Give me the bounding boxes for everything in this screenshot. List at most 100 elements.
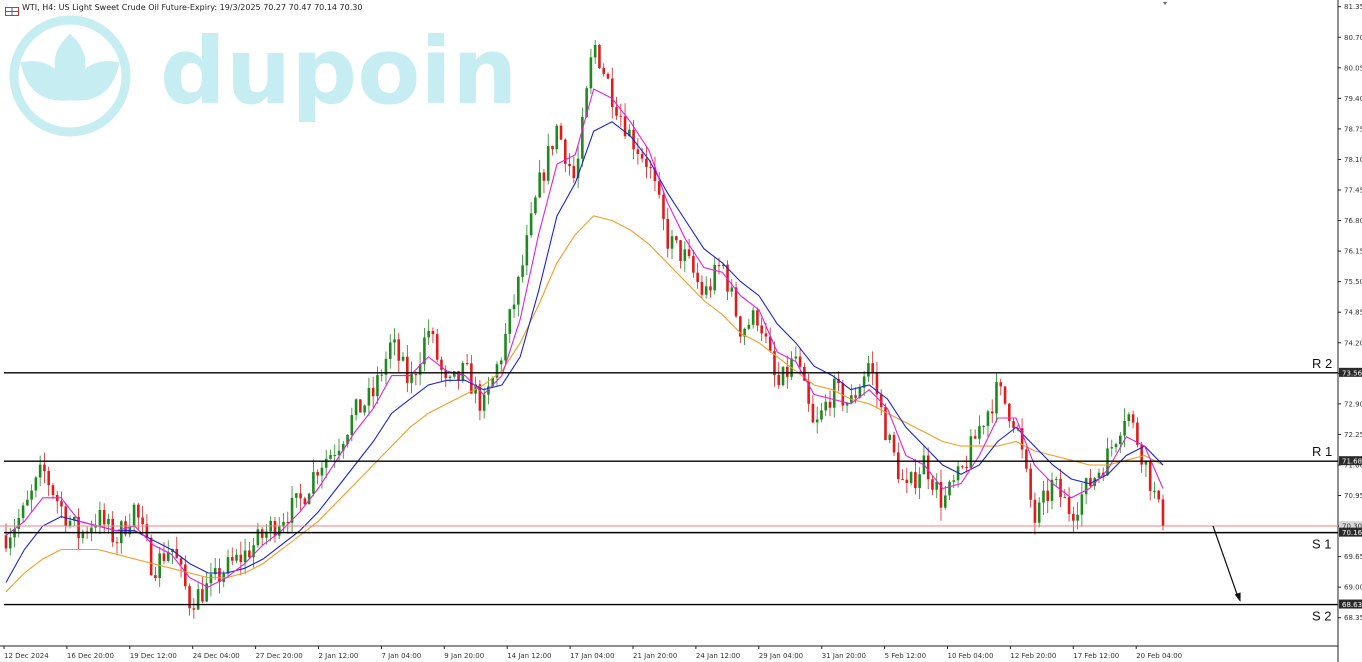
candle-body [423,337,426,365]
candle-body [628,129,631,137]
candle-body [371,387,375,397]
candle-body [764,333,768,337]
y-tick-label: 75.50 [1344,278,1362,286]
candle-body [952,480,956,482]
candle-body [841,383,845,406]
candle-body [508,309,512,334]
candle-body [1131,414,1135,423]
candle-body [961,466,964,468]
y-tick-label: 71.60 [1344,461,1362,469]
level-label: R 1 [1312,444,1332,459]
candle-body [517,276,520,305]
y-tick-label: 74.20 [1344,339,1362,347]
candle-body [1025,449,1028,469]
candle-body [585,88,588,117]
x-tick-label: 19 Dec 12:00 [130,652,177,660]
level-tag: 68.63 [1342,601,1362,609]
y-tick-label: 70.95 [1344,492,1362,500]
x-tick-label: 5 Feb 12:00 [885,652,926,660]
candle-body [696,272,699,282]
candle-body [77,516,80,539]
candle-body [820,410,823,420]
candle-body [333,454,337,456]
candle-body [418,364,422,375]
candle-body [94,525,97,528]
y-tick-label: 69.65 [1344,553,1362,561]
candle-body [26,499,29,506]
candle-body [773,351,776,375]
candle-body [201,589,204,602]
candle-body [346,434,349,444]
level-label: R 2 [1312,356,1332,371]
candle-body [17,517,21,529]
candle-body [576,158,580,179]
candle-body [1076,514,1079,521]
candle-body [657,181,661,195]
candle-body [794,356,798,359]
candle-body [551,146,554,150]
candle-body [1157,490,1161,500]
candle-body [606,73,610,79]
candle-body [286,521,290,523]
candle-body [1153,490,1156,492]
candle-body [875,372,879,395]
y-tick-label: 76.80 [1344,217,1362,225]
y-tick-label: 76.15 [1344,248,1362,256]
candle-body [68,520,72,526]
candle-body [64,506,68,526]
candle-body [444,369,448,379]
candle-body [307,493,311,505]
candle-body [166,552,170,561]
y-tick-label: 72.90 [1344,400,1362,408]
y-tick-label: 74.85 [1344,309,1362,317]
scroll-marker-icon[interactable] [1163,2,1167,5]
candle-body [1050,479,1054,501]
candle-body [256,529,260,546]
candle-body [341,443,345,451]
candle-body [491,377,495,387]
candle-body [1080,494,1084,515]
candles [4,39,1165,619]
candle-body [888,434,892,440]
level-label: S 2 [1312,609,1332,624]
candle-body [948,481,951,496]
candle-body [862,376,866,388]
candle-body [487,386,490,395]
candle-body [1136,422,1139,445]
candle-body [674,236,678,241]
candle-body [640,153,644,159]
candle-body [209,574,213,584]
candle-body [406,356,409,383]
candle-body [563,139,567,164]
candle-body [581,116,584,159]
candle-body [235,554,238,561]
candle-body [743,328,746,337]
instrument-description: US Light Sweet Crude Oil Future-Expiry: … [58,3,261,12]
candle-body [918,474,921,489]
x-tick-label: 12 Feb 20:00 [1010,652,1056,660]
candle-body [265,531,268,538]
candle-body [969,436,973,469]
candle-body [376,375,379,397]
ma-mid-line [5,121,1164,583]
candle-body [662,194,665,219]
candle-body [431,331,435,335]
candle-body [939,481,943,508]
candle-body [295,493,298,498]
candle-body [931,479,934,490]
candle-body [589,57,593,89]
candle-body [337,450,341,455]
candle-body [935,481,939,490]
x-tick-label: 17 Feb 12:00 [1073,652,1119,660]
candle-body [1123,421,1126,436]
candle-body [999,382,1003,387]
candle-body [107,518,110,525]
candle-body [149,537,153,576]
candle-body [559,125,563,140]
candle-body [359,399,362,413]
candle-body [854,395,857,398]
level-tag-bg [1339,456,1362,466]
lotus-logo-icon [9,15,131,137]
candle-body [440,359,443,370]
